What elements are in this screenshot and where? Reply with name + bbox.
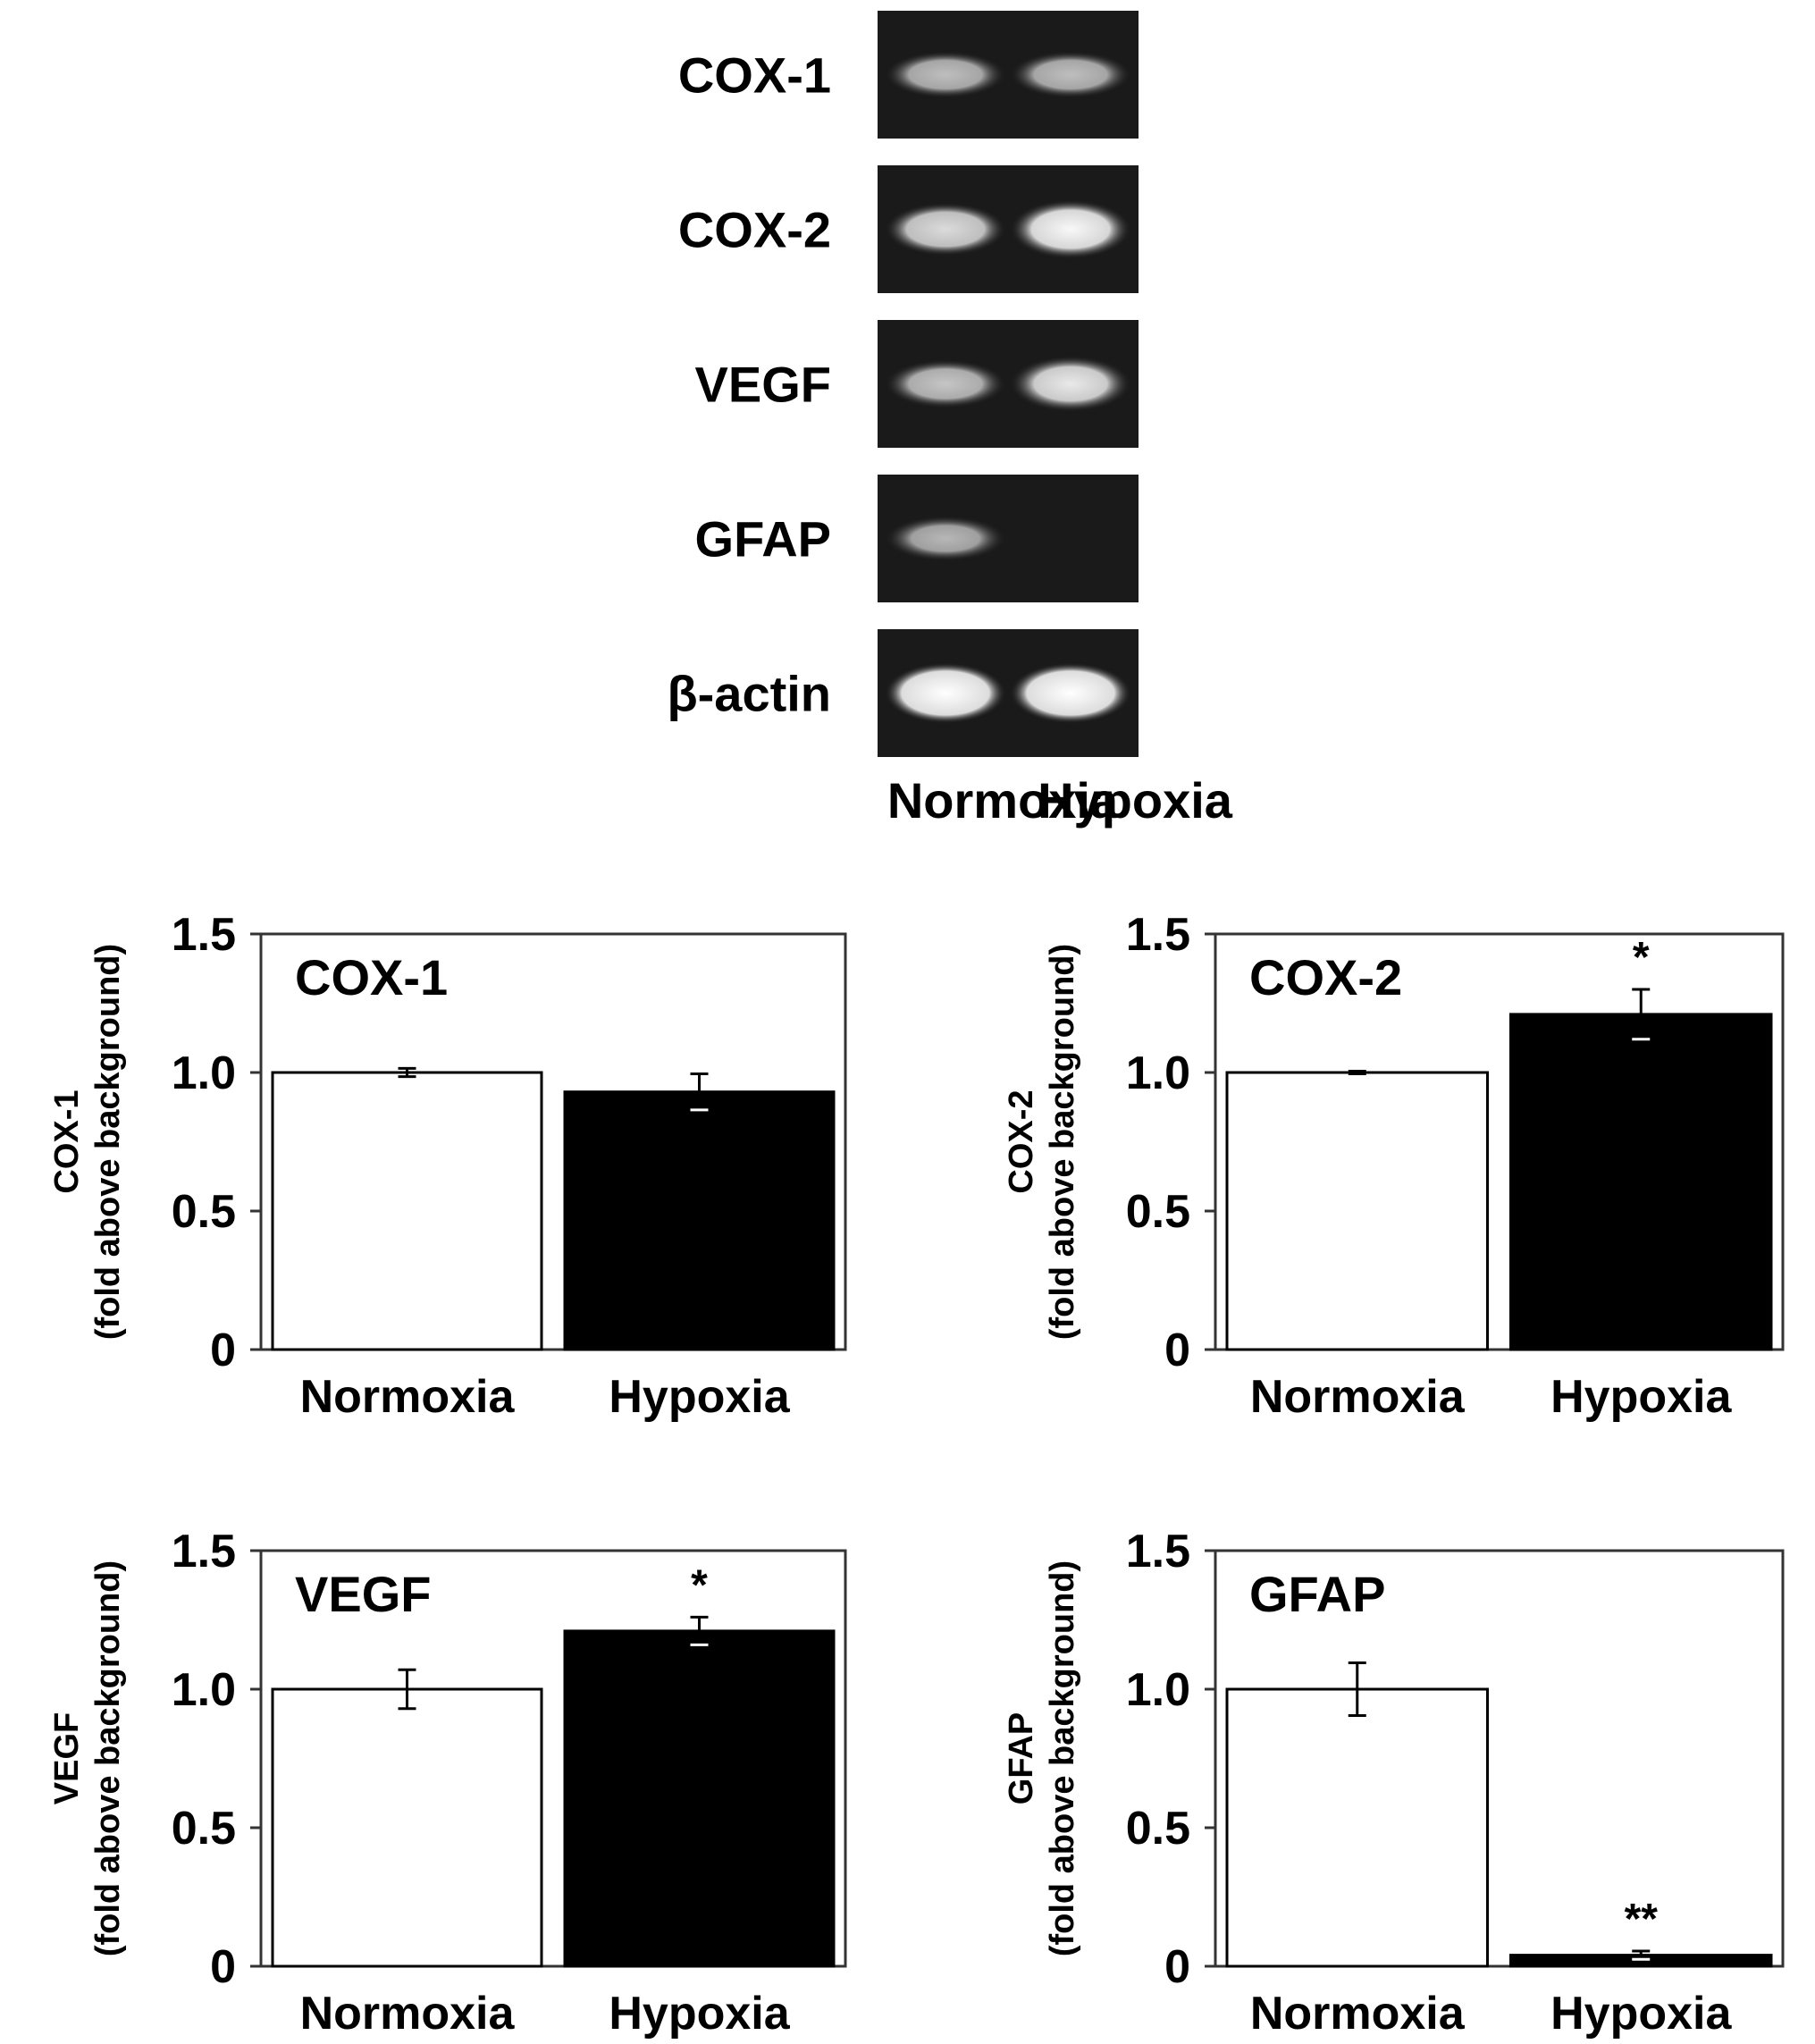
bar-normoxia — [1225, 1687, 1489, 1968]
y-tick-label: 1.5 — [1126, 909, 1190, 961]
y-tick-label: 1.0 — [172, 1047, 236, 1099]
lane-label-normoxia: Normoxia — [887, 772, 1119, 829]
x-category-label: Normoxia — [300, 1988, 516, 2040]
y-tick-label: 0.5 — [1126, 1803, 1190, 1855]
y-tick-label: 0.5 — [172, 1186, 236, 1238]
x-category-label: Hypoxia — [1550, 1371, 1732, 1423]
x-category-label: Hypoxia — [609, 1371, 790, 1423]
x-category-label: Hypoxia — [1550, 1988, 1732, 2040]
gel-band-normoxia — [885, 202, 1006, 257]
error-bar — [1632, 1949, 1651, 1961]
bar-normoxia — [1225, 1071, 1489, 1351]
gel-band-normoxia — [885, 359, 1006, 408]
gel-row-5 — [878, 629, 1139, 757]
x-category-label: Normoxia — [1250, 1371, 1466, 1423]
error-bar — [690, 1072, 709, 1112]
y-tick-label: 0 — [1164, 1325, 1190, 1376]
bar-hypoxia — [563, 1090, 836, 1351]
gel-band-normoxia — [885, 662, 1006, 724]
plot-frame — [259, 1549, 847, 1968]
gel-lane-labels: Normoxia Hypoxia — [887, 772, 1233, 829]
panel-title: COX-2 — [1249, 949, 1402, 1005]
x-category-label: Hypoxia — [609, 1988, 790, 2040]
plot-frame — [259, 932, 847, 1351]
plot-frame — [1214, 932, 1785, 1351]
y-tick-label: 0.5 — [172, 1803, 236, 1855]
gel-row-label: β-actin — [667, 666, 831, 722]
bar-normoxia — [271, 1687, 543, 1968]
significance-marker: ** — [1625, 1896, 1659, 1943]
gel-row-label: VEGF — [695, 357, 831, 413]
error-bar — [690, 1615, 709, 1646]
y-tick-label: 0 — [210, 1325, 236, 1376]
y-axis-label: COX-2 (fold above background) — [1003, 944, 1081, 1340]
y-tick-label: 0 — [210, 1941, 236, 1993]
error-bar — [1632, 988, 1651, 1041]
gel-band-normoxia — [885, 516, 1006, 561]
x-category-label: Normoxia — [300, 1371, 516, 1423]
gel-row-label: COX-2 — [678, 202, 831, 258]
bar-hypoxia — [563, 1629, 836, 1968]
y-tick-label: 0.5 — [1126, 1186, 1190, 1238]
y-tick-label: 1.5 — [172, 1526, 236, 1577]
plot-frame — [1214, 1549, 1785, 1968]
y-axis-label: GFAP (fold above background) — [1003, 1560, 1081, 1956]
panel-title: COX-1 — [295, 949, 448, 1005]
gel-row-4 — [878, 475, 1139, 602]
gel-row-label: COX-1 — [678, 47, 831, 104]
chart-gfap: 0 0.5 1.0 1.5 GFAP (fold above background) Nor… — [1003, 1526, 1785, 2040]
y-axis-label: COX-1 (fold above background) — [48, 944, 127, 1340]
panel-title: GFAP — [1249, 1566, 1385, 1622]
y-tick-label: 1.5 — [172, 909, 236, 961]
y-tick-label: 1.0 — [1126, 1047, 1190, 1099]
gel-band-hypoxia — [1010, 356, 1131, 412]
bar-charts: 0 0.5 1.0 1.5 COX-1 (fold above background) No… — [48, 909, 1785, 2040]
gel-band-hypoxia — [1010, 662, 1131, 724]
y-axis-label: VEGF (fold above background) — [48, 1560, 127, 1956]
error-bar — [1348, 1661, 1366, 1717]
bar-normoxia — [271, 1071, 543, 1351]
significance-marker: * — [1633, 934, 1650, 981]
lane-label-hypoxia: Hypoxia — [1038, 772, 1233, 829]
gel-row-3 — [878, 320, 1139, 448]
panel-title: VEGF — [295, 1566, 431, 1622]
gel-row-label: GFAP — [695, 511, 831, 568]
gel-band-hypoxia — [1010, 199, 1131, 259]
gel-row-1 — [878, 11, 1139, 139]
y-tick-label: 1.0 — [172, 1664, 236, 1716]
significance-marker: * — [691, 1561, 708, 1609]
error-bar — [398, 1668, 416, 1711]
gel-band-normoxia — [885, 51, 1006, 98]
bar-hypoxia — [1509, 1013, 1773, 1351]
gel-image: COX-1 COX-2 VEGF GFAP β-actin — [667, 11, 1139, 757]
y-tick-label: 1.0 — [1126, 1664, 1190, 1716]
chart-cox-2: 0 0.5 1.0 1.5 COX-2 (fold above background) No… — [1003, 909, 1785, 1423]
chart-cox-1: 0 0.5 1.0 1.5 COX-1 (fold above background) No… — [48, 909, 847, 1423]
gel-band-hypoxia — [1010, 51, 1131, 98]
gel-row-2 — [878, 165, 1139, 293]
y-tick-label: 0 — [1164, 1941, 1190, 1993]
y-tick-label: 1.5 — [1126, 1526, 1190, 1577]
error-bar — [398, 1066, 416, 1079]
x-category-label: Normoxia — [1250, 1988, 1466, 2040]
chart-vegf: 0 0.5 1.0 1.5 VEGF (fold above background) Nor… — [48, 1526, 847, 2040]
error-bar — [1348, 1069, 1366, 1076]
